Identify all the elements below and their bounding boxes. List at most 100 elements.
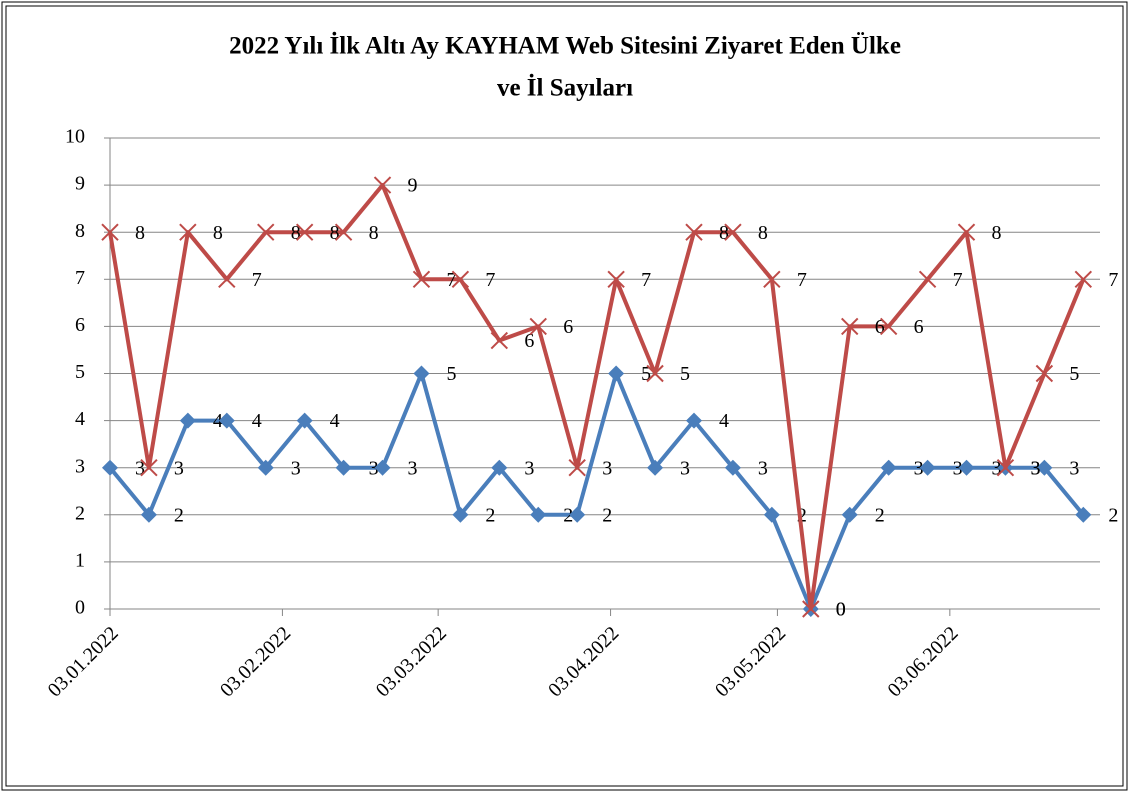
marker bbox=[140, 458, 158, 477]
data-label: 2 bbox=[875, 504, 885, 526]
y-tick-label: 9 bbox=[75, 173, 85, 195]
y-tick-label: 8 bbox=[75, 220, 85, 242]
marker bbox=[102, 459, 118, 476]
marker bbox=[179, 412, 196, 429]
y-tick-label: 3 bbox=[75, 455, 85, 477]
data-label: 3 bbox=[914, 457, 924, 479]
y-tick-label: 7 bbox=[75, 267, 85, 289]
marker bbox=[958, 459, 975, 476]
data-label: 3 bbox=[1030, 457, 1040, 479]
marker bbox=[1075, 506, 1092, 523]
marker bbox=[179, 223, 197, 241]
marker bbox=[451, 270, 470, 289]
marker bbox=[530, 506, 547, 523]
marker bbox=[957, 223, 976, 241]
marker bbox=[296, 412, 313, 429]
marker bbox=[295, 223, 314, 241]
data-label: 5 bbox=[1069, 363, 1079, 385]
y-tick-label: 1 bbox=[75, 549, 85, 571]
marker bbox=[374, 459, 391, 476]
data-label: 7 bbox=[485, 269, 495, 291]
marker bbox=[490, 331, 509, 350]
marker bbox=[373, 176, 392, 194]
data-label: 3 bbox=[1069, 457, 1079, 479]
marker bbox=[802, 600, 820, 618]
data-label: 8 bbox=[758, 222, 768, 244]
x-tick-label: 03.03.2022 bbox=[372, 622, 451, 701]
y-tick-label: 4 bbox=[75, 408, 85, 430]
marker bbox=[724, 223, 742, 241]
data-label: 5 bbox=[680, 363, 690, 385]
marker bbox=[685, 412, 702, 429]
y-tick-label: 6 bbox=[75, 314, 85, 336]
data-label: 8 bbox=[719, 222, 729, 244]
marker bbox=[841, 506, 858, 523]
data-label: 0 bbox=[836, 599, 846, 621]
data-label: 3 bbox=[680, 457, 690, 479]
marker bbox=[879, 317, 898, 336]
data-label: 3 bbox=[602, 457, 612, 479]
data-label: 7 bbox=[641, 269, 651, 291]
data-label: 7 bbox=[797, 269, 807, 291]
y-tick-label: 10 bbox=[65, 126, 85, 148]
data-label: 5 bbox=[641, 363, 651, 385]
marker bbox=[1036, 459, 1053, 476]
inner-border bbox=[5, 5, 1124, 787]
chart-title: 2022 Yılı İlk Altı Ay KAYHAM Web Sitesin… bbox=[229, 32, 901, 60]
marker bbox=[647, 459, 664, 476]
series-line bbox=[108, 183, 1086, 611]
data-label: 8 bbox=[291, 222, 301, 244]
data-label: 6 bbox=[524, 330, 534, 352]
data-label: 3 bbox=[1030, 457, 1040, 479]
data-label: 6 bbox=[563, 316, 573, 338]
marker bbox=[880, 459, 897, 476]
y-tick-label: 0 bbox=[75, 597, 85, 619]
data-label: 7 bbox=[953, 269, 963, 291]
data-label: 2 bbox=[1108, 504, 1118, 526]
data-label: 2 bbox=[174, 504, 184, 526]
data-label: 2 bbox=[563, 504, 573, 526]
marker bbox=[568, 458, 586, 477]
marker bbox=[1074, 270, 1093, 289]
marker bbox=[918, 270, 937, 289]
marker bbox=[140, 506, 157, 523]
data-label: 8 bbox=[135, 222, 145, 244]
data-label: 5 bbox=[446, 363, 456, 385]
data-label: 6 bbox=[914, 316, 924, 338]
marker bbox=[218, 270, 236, 289]
data-label: 7 bbox=[1108, 269, 1118, 291]
x-tick-label: 03.06.2022 bbox=[883, 622, 962, 701]
data-label: 3 bbox=[291, 457, 301, 479]
data-label: 8 bbox=[213, 222, 223, 244]
data-label: 2 bbox=[485, 504, 495, 526]
marker bbox=[218, 412, 235, 429]
y-tick-label: 2 bbox=[75, 502, 85, 524]
marker bbox=[335, 459, 352, 476]
marker bbox=[763, 270, 781, 289]
marker bbox=[763, 506, 780, 523]
data-label: 7 bbox=[252, 269, 262, 291]
data-label: 2 bbox=[797, 504, 807, 526]
marker bbox=[413, 365, 430, 382]
data-label: 3 bbox=[408, 457, 418, 479]
marker bbox=[1035, 364, 1054, 383]
data-label: 6 bbox=[875, 316, 885, 338]
data-label: 7 bbox=[446, 269, 456, 291]
data-label: 8 bbox=[992, 222, 1002, 244]
marker bbox=[724, 459, 741, 476]
marker bbox=[646, 364, 664, 383]
data-label: 3 bbox=[174, 457, 184, 479]
marker bbox=[569, 506, 586, 523]
y-tick-label: 5 bbox=[75, 361, 85, 383]
marker bbox=[685, 223, 703, 241]
data-label: 4 bbox=[719, 410, 729, 432]
marker bbox=[257, 223, 275, 241]
data-label: 8 bbox=[369, 222, 379, 244]
x-tick-label: 03.04.2022 bbox=[544, 622, 623, 701]
data-label: 3 bbox=[524, 457, 534, 479]
marker bbox=[257, 459, 274, 476]
series-line bbox=[108, 371, 1085, 611]
data-label: 3 bbox=[992, 457, 1002, 479]
